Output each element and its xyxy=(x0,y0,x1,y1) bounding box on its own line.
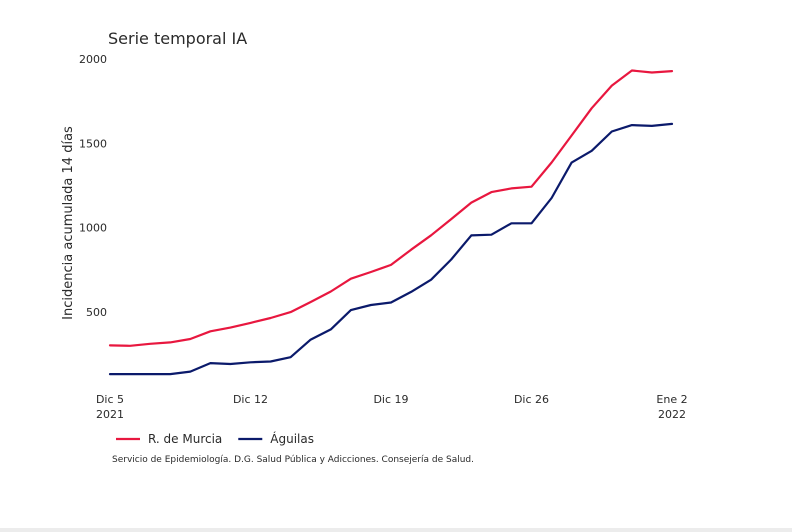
y-tick-label: 1500 xyxy=(79,137,107,150)
legend-item-1[interactable]: Águilas xyxy=(238,431,314,446)
page-bottom-border xyxy=(0,528,792,532)
legend-item-0[interactable]: R. de Murcia xyxy=(116,432,222,446)
x-tick-label: Dic 19 xyxy=(373,393,408,406)
y-tick-label: 1000 xyxy=(79,222,107,235)
source-note: Servicio de Epidemiología. D.G. Salud Pú… xyxy=(112,455,474,465)
x-axis: Dic 5 2021 Dic 12 Dic 19 Dic 26 Ene 2 2022 xyxy=(96,393,688,421)
plot-area xyxy=(108,69,674,376)
legend-label: R. de Murcia xyxy=(148,432,222,446)
y-axis-label: Incidencia acumulada 14 días xyxy=(61,126,76,320)
y-axis: 500 1000 1500 2000 xyxy=(79,53,107,319)
x-tick-label: Dic 5 xyxy=(96,393,124,406)
y-tick-label: 500 xyxy=(86,306,107,319)
series-line-0 xyxy=(108,69,674,347)
x-tick-label: Dic 12 xyxy=(233,393,268,406)
series-line-1 xyxy=(108,122,674,376)
x-tick-year-label: 2022 xyxy=(658,408,686,421)
x-tick-label: Dic 26 xyxy=(514,393,549,406)
legend[interactable]: R. de Murcia Águilas xyxy=(116,431,314,446)
legend-label: Águilas xyxy=(270,431,314,446)
x-tick-label: Ene 2 xyxy=(656,393,687,406)
x-tick-year-label: 2021 xyxy=(96,408,124,421)
chart-title: Serie temporal IA xyxy=(108,29,247,48)
y-tick-label: 2000 xyxy=(79,53,107,66)
